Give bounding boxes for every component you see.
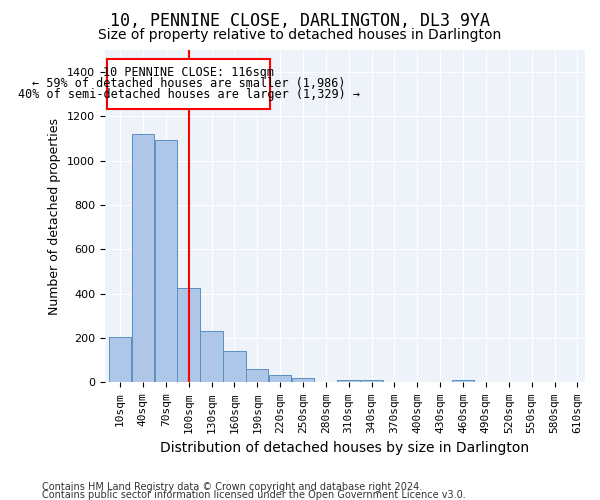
Y-axis label: Number of detached properties: Number of detached properties xyxy=(49,118,61,314)
Text: 10 PENNINE CLOSE: 116sqm: 10 PENNINE CLOSE: 116sqm xyxy=(103,66,274,79)
Bar xyxy=(155,140,177,382)
Text: Size of property relative to detached houses in Darlington: Size of property relative to detached ho… xyxy=(98,28,502,42)
Bar xyxy=(200,332,223,382)
Bar xyxy=(246,369,268,382)
Text: 40% of semi-detached houses are larger (1,329) →: 40% of semi-detached houses are larger (… xyxy=(17,88,359,101)
Bar xyxy=(223,352,245,382)
Bar xyxy=(361,380,383,382)
Text: 10, PENNINE CLOSE, DARLINGTON, DL3 9YA: 10, PENNINE CLOSE, DARLINGTON, DL3 9YA xyxy=(110,12,490,30)
Bar xyxy=(292,378,314,382)
X-axis label: Distribution of detached houses by size in Darlington: Distribution of detached houses by size … xyxy=(160,441,529,455)
Text: Contains HM Land Registry data © Crown copyright and database right 2024.: Contains HM Land Registry data © Crown c… xyxy=(42,482,422,492)
Text: Contains public sector information licensed under the Open Government Licence v3: Contains public sector information licen… xyxy=(42,490,466,500)
Bar xyxy=(109,337,131,382)
Bar xyxy=(107,60,270,108)
Text: ← 59% of detached houses are smaller (1,986): ← 59% of detached houses are smaller (1,… xyxy=(32,77,346,90)
Bar xyxy=(452,380,474,382)
Bar xyxy=(178,288,200,382)
Bar xyxy=(337,380,360,382)
Bar xyxy=(131,134,154,382)
Bar xyxy=(269,374,292,382)
